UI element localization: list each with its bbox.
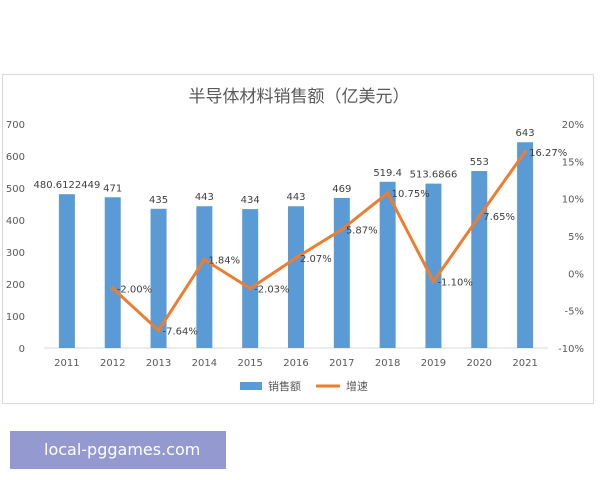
y-right-tick-label: -10%: [558, 344, 584, 355]
bar-data-label: 471: [103, 183, 122, 194]
y-right-tick-label: 0%: [568, 269, 584, 280]
line-point: [385, 191, 390, 196]
chart-title: 半导体材料销售额（亿美元）: [189, 87, 410, 107]
y-right-tick-label: -5%: [565, 307, 584, 318]
line-point: [110, 286, 115, 291]
bar-data-label: 553: [470, 157, 489, 168]
line-data-label: 1.84%: [208, 256, 240, 267]
line-data-label: -1.10%: [437, 278, 472, 289]
x-tick-label: 2015: [237, 358, 262, 369]
bar-data-label: 435: [149, 195, 168, 206]
axes: 0 100 200 300 400 500 600 700 -10% -5% 0% 5% 10% 15% 2…: [6, 120, 584, 369]
x-tick-label: 2018: [375, 358, 400, 369]
y-right-tick-label: 15%: [562, 157, 584, 168]
x-tick-label: 2020: [467, 358, 492, 369]
bar: [471, 171, 488, 348]
line-data-label: 5.87%: [346, 226, 378, 237]
line-point: [156, 328, 161, 333]
y-left-tick-label: 200: [6, 280, 25, 291]
x-tick-label: 2014: [192, 358, 217, 369]
bar: [58, 194, 75, 348]
bar-data-label: 643: [516, 128, 535, 139]
x-tick-label: 2011: [54, 358, 79, 369]
line-data-label: 16.27%: [529, 148, 567, 159]
bar-data-label: 469: [332, 184, 351, 195]
y-left-tick-label: 700: [6, 120, 25, 131]
y-right-tick-label: 10%: [562, 195, 584, 206]
y-left-tick-label: 600: [6, 152, 25, 163]
bar: [425, 183, 442, 348]
legend-line-label: 增速: [346, 379, 368, 393]
line-data-label: -7.64%: [163, 326, 198, 337]
bar: [379, 181, 396, 348]
x-tick-label: 2012: [100, 358, 125, 369]
bar: [242, 209, 259, 348]
bar-data-label: 519.4: [373, 168, 402, 179]
y-left-tick-label: 100: [6, 312, 25, 323]
watermark-text: local-pggames.com: [10, 431, 226, 469]
legend-bar-swatch: [240, 382, 262, 390]
growth-line: [111, 150, 527, 332]
bar: [288, 206, 304, 348]
bar-data-label: 443: [195, 192, 214, 203]
y-right-tick-label: 20%: [562, 120, 584, 131]
legend-bar-label: 销售额: [268, 379, 301, 393]
line-point: [477, 214, 482, 219]
line-point: [339, 227, 344, 232]
line-data-label: 10.75%: [392, 189, 430, 200]
y-left-tick-label: 500: [6, 184, 25, 195]
bar: [333, 197, 350, 348]
y-right-tick-label: 5%: [568, 232, 584, 243]
y-left-tick-label: 300: [6, 248, 25, 259]
bar-data-label: 434: [241, 195, 260, 206]
x-tick-label: 2021: [512, 358, 537, 369]
line-series: -2.00% -7.64% 1.84% -2.03% 2.07% 5.87% 10.75% -…: [110, 148, 567, 337]
bar: [104, 197, 121, 348]
line-point: [431, 279, 436, 284]
bar: [517, 142, 534, 348]
bar: [196, 206, 213, 348]
line-data-label: 2.07%: [300, 254, 332, 265]
legend: 销售额 增速: [240, 379, 368, 393]
x-tick-label: 2013: [146, 358, 171, 369]
line-data-label: -2.03%: [254, 284, 289, 295]
line-data-label: -2.00%: [117, 284, 152, 295]
bar-data-label: 513.6866: [410, 170, 458, 181]
y-left-tick-label: 400: [6, 216, 25, 227]
x-tick-label: 2017: [329, 358, 354, 369]
bar: [150, 208, 167, 348]
line-point: [202, 257, 207, 262]
bar-series: 480.6122449 471 435 443 434 443 469 519.4 513.68…: [34, 128, 535, 348]
bar-data-label: 480.6122449: [34, 180, 101, 191]
line-data-label: 7.65%: [483, 212, 515, 223]
line-point: [294, 255, 298, 260]
x-tick-label: 2016: [283, 358, 308, 369]
line-point: [248, 286, 253, 291]
line-point: [523, 149, 528, 154]
y-left-tick-label: 0: [19, 344, 25, 355]
bar-data-label: 443: [286, 192, 305, 203]
x-tick-label: 2019: [421, 358, 446, 369]
